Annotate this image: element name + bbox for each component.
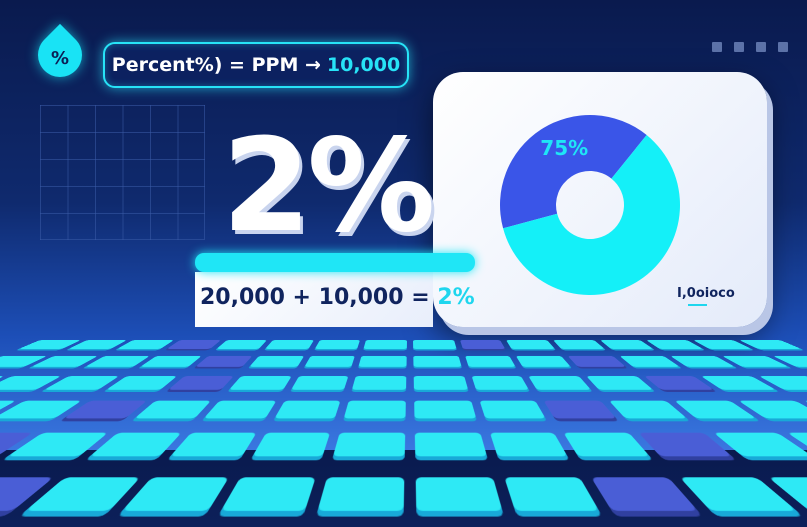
floor-tile	[139, 356, 201, 368]
floor-tile	[803, 400, 807, 419]
card-underline	[688, 304, 707, 306]
decor-square	[712, 42, 722, 52]
decor-square	[734, 42, 744, 52]
floor-tile	[117, 340, 174, 349]
equation-result: 2%	[437, 285, 475, 310]
decor-square	[778, 42, 788, 52]
donut-label: 75%	[540, 136, 588, 160]
floor-tile	[229, 375, 292, 390]
equation: 20,000 + 10,000 = 2%	[200, 285, 475, 310]
floor-tile	[692, 340, 753, 349]
floor-tile	[506, 340, 555, 349]
floor-tile	[563, 433, 650, 457]
floor-tile	[528, 375, 591, 390]
floor-tile	[415, 476, 502, 511]
floor-tile	[608, 400, 687, 419]
progress-bar	[195, 253, 475, 272]
formula-value: 10,000	[326, 54, 401, 76]
floor-tile	[773, 356, 807, 368]
floor-tile	[503, 476, 600, 511]
floor-tile	[543, 400, 617, 419]
floor-tile	[459, 340, 506, 349]
donut-chart: 75%	[500, 115, 680, 296]
floor-tile	[122, 476, 229, 511]
floor-tile	[274, 400, 341, 419]
floor-tile	[220, 476, 317, 511]
floor-tile	[552, 340, 605, 349]
background-grid	[40, 105, 205, 240]
decor-square	[756, 42, 766, 52]
floor-tile	[471, 375, 530, 390]
floor-tile	[344, 400, 406, 419]
floor-tile	[170, 433, 257, 457]
floor-tile	[358, 356, 407, 368]
floor-tile	[619, 356, 681, 368]
floor-tile	[304, 356, 356, 368]
floor-tile	[413, 340, 457, 349]
floor-tile	[567, 356, 626, 368]
floor-tile	[166, 340, 221, 349]
floor-tile	[314, 340, 361, 349]
headline-percent: 2%	[222, 112, 435, 261]
drop-label: %	[50, 48, 70, 69]
floor-tile	[106, 375, 177, 390]
formula-banner: Percent%) = PPM → 10,000	[103, 42, 409, 88]
floor-tile	[646, 340, 703, 349]
floor-tile	[739, 340, 802, 349]
floor-tile	[318, 476, 405, 511]
floor-tile	[414, 433, 487, 457]
floor-tile	[673, 400, 757, 419]
floor-tile	[363, 340, 407, 349]
floor-tile	[643, 375, 714, 390]
floor-tile	[464, 356, 516, 368]
floor-tile	[203, 400, 277, 419]
floor-tile	[414, 400, 476, 419]
card-label: I,0oioco	[677, 286, 735, 301]
tile-floor	[0, 340, 807, 511]
floor-tile	[585, 375, 653, 390]
floor-tile	[290, 375, 349, 390]
floor-tile	[194, 356, 253, 368]
floor-tile	[215, 340, 268, 349]
floor-tile	[251, 433, 331, 457]
floor-tile	[489, 433, 569, 457]
floor-tile	[479, 400, 546, 419]
floor-tile	[591, 476, 698, 511]
equation-prefix: 20,000 + 10,000 =	[200, 285, 430, 310]
floor-tile	[133, 400, 212, 419]
floor-tile	[516, 356, 571, 368]
floor-tile	[167, 375, 235, 390]
floor-tile	[413, 356, 462, 368]
floor-tile	[352, 375, 407, 390]
floor-tile	[413, 375, 468, 390]
floor-tile	[333, 433, 406, 457]
floor-tile	[265, 340, 314, 349]
donut-segment	[500, 115, 647, 229]
formula-prefix: Percent%) = PPM →	[111, 54, 321, 76]
floor-tile	[249, 356, 304, 368]
floor-tile	[757, 375, 807, 390]
floor-tile	[670, 356, 735, 368]
floor-tile	[599, 340, 654, 349]
equation-panel	[195, 272, 433, 327]
floor-tile	[721, 356, 790, 368]
donut-segment	[503, 135, 680, 296]
